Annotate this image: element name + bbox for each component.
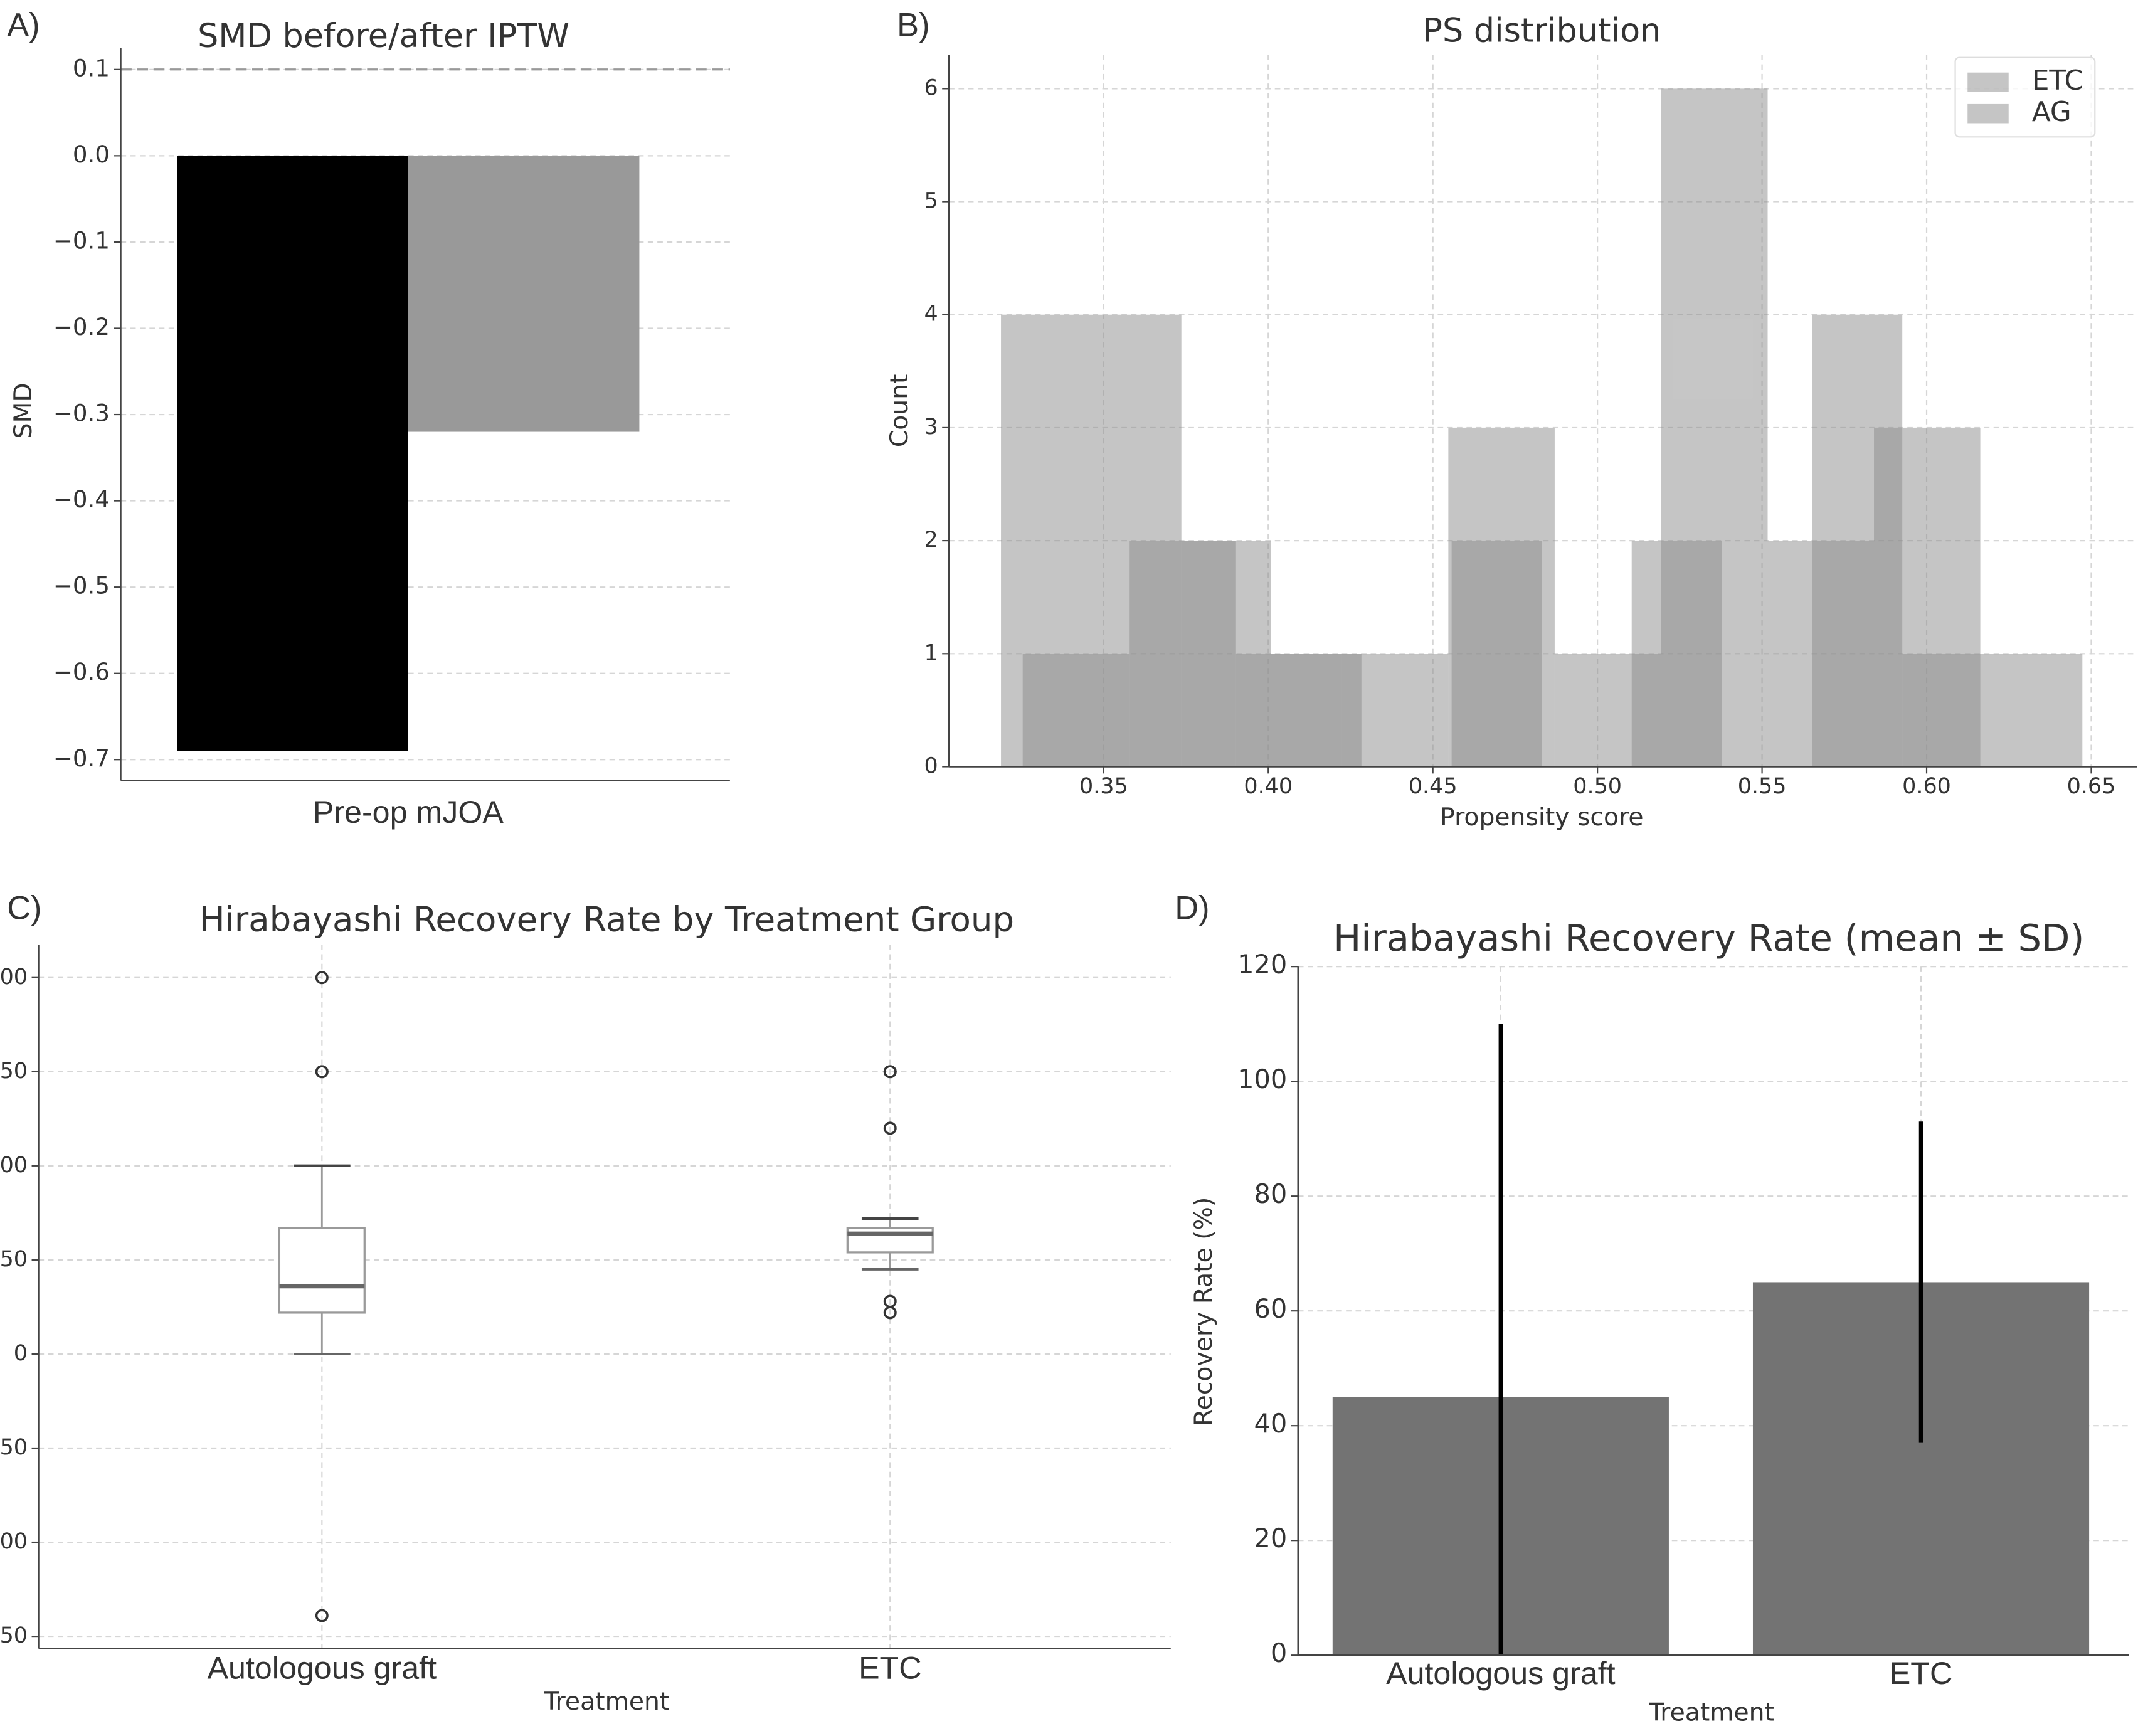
y-tick-label: -150 [0,1623,28,1648]
flier [315,1609,329,1622]
y-axis-label: SMD [9,383,38,438]
y-tick-label: 50 [0,1247,28,1272]
y-tick-label: −0.4 [53,486,110,513]
histogram-bar [1767,541,1875,767]
legend-swatch [1967,72,2009,92]
x-tick-label: Pre-op mJOA [313,795,504,830]
histogram-bar [1341,654,1449,767]
histogram-bar [1235,654,1342,767]
x-tick-label: 0.55 [1738,774,1787,799]
panel-title: PS distribution [1422,11,1661,50]
x-axis-label: Treatment [543,1688,669,1716]
y-tick-label: 200 [0,965,28,990]
x-tick-label: Autologous graft [208,1650,437,1685]
x-tick-label: 0.65 [2067,774,2116,799]
y-tick-label: −0.2 [53,314,110,341]
x-tick-label: 0.45 [1409,774,1458,799]
y-axis-label: Count [886,374,914,448]
histogram-bar [1554,654,1661,767]
y-tick-label: −0.7 [53,745,110,772]
y-tick-label: 20 [1254,1523,1288,1553]
legend-label: ETC [2032,65,2083,97]
x-tick-label: Autologous graft [1386,1656,1616,1691]
x-tick-label: 0.35 [1079,774,1128,799]
y-tick-label: −0.6 [53,659,110,685]
y-tick-label: 4 [924,302,938,327]
y-tick-label: 120 [1237,950,1287,980]
flier [883,1306,897,1320]
flier [315,971,329,985]
flier [315,1065,329,1079]
panel-title: Hirabayashi Recovery Rate by Treatment G… [199,899,1015,939]
y-tick-label: 0.1 [73,55,110,82]
histogram-bar [1661,88,1768,767]
y-axis-label: Recovery Rate (%) [1190,1197,1218,1426]
x-tick-label: 0.50 [1573,774,1622,799]
box [278,1227,366,1314]
y-tick-label: 60 [1254,1294,1288,1324]
histogram-bar [1448,427,1555,767]
y-tick-label: 0.0 [73,141,110,168]
panel-label: C) [7,891,41,927]
histogram-bar [1874,427,1981,767]
y-tick-label: 6 [924,75,938,100]
panel-label: B) [897,8,929,44]
y-tick-label: −0.5 [53,573,110,600]
y-tick-label: 1 [924,640,938,665]
histogram-bar [1992,654,2083,767]
panel-title: Hirabayashi Recovery Rate (mean ± SD) [1333,916,2084,960]
y-tick-label: 100 [0,1153,28,1178]
x-tick-label: ETC [1890,1656,1952,1691]
y-tick-label: 5 [924,189,938,214]
y-tick-label: −0.3 [53,400,110,427]
y-tick-label: 150 [0,1059,28,1084]
y-tick-label: 0 [14,1341,28,1366]
legend-label: AG [2032,96,2072,128]
panel-title: SMD before/after IPTW [198,17,569,55]
flier [883,1121,897,1135]
bar [408,156,640,432]
panel-label: A) [7,8,40,44]
panel-label: D) [1175,891,1209,927]
histogram-bar [1129,541,1236,767]
y-tick-label: 2 [924,527,938,553]
y-tick-label: 0 [924,753,938,778]
x-axis-label: Treatment [1648,1699,1774,1727]
y-tick-label: -100 [0,1529,28,1554]
y-tick-label: 40 [1254,1409,1288,1439]
y-tick-label: 3 [924,415,938,440]
legend-swatch [1967,103,2009,124]
x-axis-label: Propensity score [1440,803,1643,832]
x-tick-label: 0.40 [1244,774,1293,799]
x-tick-label: ETC [859,1650,921,1685]
y-tick-label: 80 [1254,1179,1288,1209]
y-tick-label: -50 [0,1435,28,1460]
x-tick-label: 0.60 [1902,774,1951,799]
histogram-bar [1022,654,1130,767]
y-tick-label: 0 [1271,1638,1287,1668]
y-tick-label: 100 [1237,1064,1287,1094]
bar [177,156,408,751]
flier [883,1065,897,1079]
y-tick-label: −0.1 [53,227,110,254]
